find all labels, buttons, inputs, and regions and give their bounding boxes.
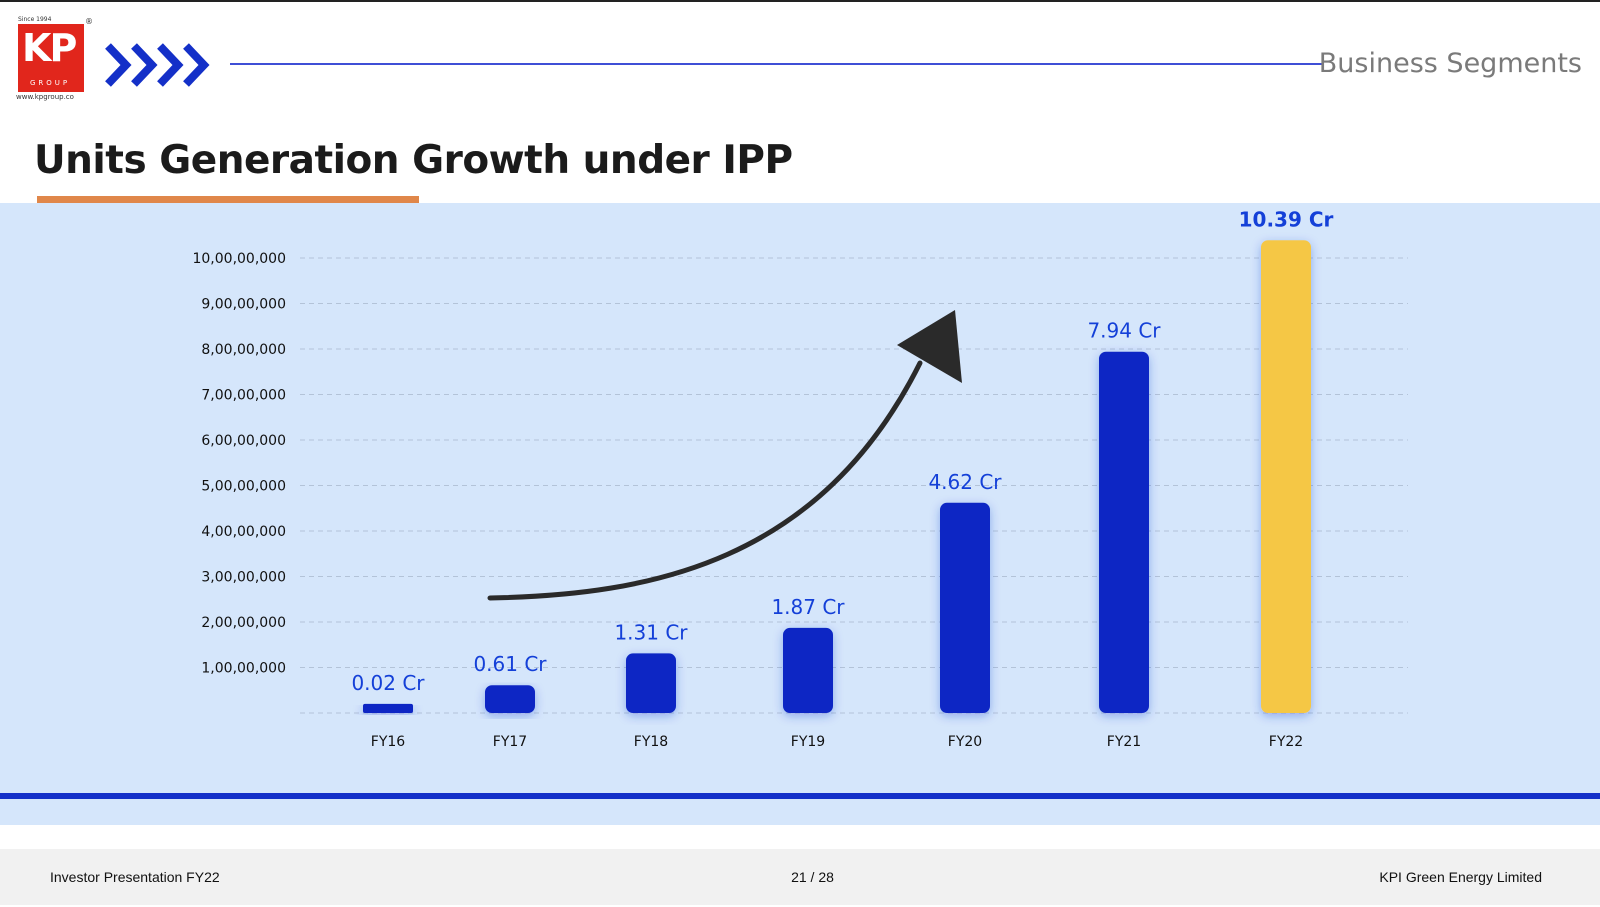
y-tick-label: 9,00,00,000 bbox=[201, 297, 286, 313]
logo-mark: KP bbox=[22, 26, 77, 70]
x-tick-label: FY18 bbox=[634, 734, 668, 750]
data-label: 10.39 Cr bbox=[1239, 207, 1334, 231]
bar-fy16 bbox=[363, 703, 413, 713]
x-tick-label: FY17 bbox=[493, 734, 527, 750]
bar-fy22 bbox=[1261, 240, 1311, 713]
data-label: 0.02 Cr bbox=[351, 671, 425, 695]
growth-arrowhead-icon bbox=[897, 310, 962, 383]
bar-fy21 bbox=[1099, 351, 1149, 713]
logo-website: www.kpgroup.co bbox=[16, 93, 74, 101]
y-tick-label: 8,00,00,000 bbox=[201, 342, 286, 358]
units-generation-chart: 10,00,00,000 9,00,00,000 8,00,00,000 7,00,0… bbox=[192, 207, 1408, 750]
data-label: 0.61 Cr bbox=[473, 652, 547, 676]
data-label: 4.62 Cr bbox=[928, 470, 1002, 494]
footer-company-name: KPI Green Energy Limited bbox=[1379, 869, 1542, 885]
logo-since-text: Since 1994 bbox=[18, 16, 52, 23]
bottom-rule bbox=[0, 793, 1600, 799]
page-number: 21 / 28 bbox=[791, 869, 834, 885]
top-border bbox=[0, 0, 1600, 2]
header-rule bbox=[230, 63, 1322, 65]
logo-group-text: GROUP bbox=[30, 79, 71, 87]
data-label: 7.94 Cr bbox=[1087, 319, 1161, 343]
logo-box: KP GROUP bbox=[18, 24, 84, 92]
growth-arrow-icon bbox=[487, 360, 923, 601]
x-tick-label: FY21 bbox=[1107, 734, 1141, 750]
y-tick-label: 3,00,00,000 bbox=[201, 570, 286, 586]
y-tick-label: 5,00,00,000 bbox=[201, 479, 286, 495]
y-tick-label: 6,00,00,000 bbox=[201, 433, 286, 449]
y-tick-label: 10,00,00,000 bbox=[192, 251, 286, 267]
footer: Investor Presentation FY22 21 / 28 KPI G… bbox=[0, 849, 1600, 905]
chevron-arrows-icon bbox=[105, 43, 210, 87]
x-tick-label: FY20 bbox=[948, 734, 982, 750]
y-tick-label: 2,00,00,000 bbox=[201, 615, 286, 631]
slide-title: Units Generation Growth under IPP bbox=[34, 138, 793, 183]
x-tick-label: FY16 bbox=[371, 734, 406, 750]
x-tick-label: FY22 bbox=[1269, 734, 1303, 750]
registered-mark: ® bbox=[85, 17, 93, 26]
bar-fy20 bbox=[940, 502, 990, 713]
data-label: 1.31 Cr bbox=[614, 620, 688, 644]
title-underline bbox=[37, 196, 419, 203]
company-logo: Since 1994 ® KP GROUP www.kpgroup.co bbox=[16, 16, 93, 101]
y-tick-label: 4,00,00,000 bbox=[201, 524, 286, 540]
data-label: 1.87 Cr bbox=[771, 595, 845, 619]
x-tick-label: FY19 bbox=[791, 734, 825, 750]
y-tick-label: 7,00,00,000 bbox=[201, 388, 286, 404]
y-tick-label: 1,00,00,000 bbox=[201, 661, 286, 677]
bar-fy17 bbox=[485, 685, 535, 713]
section-title: Business Segments bbox=[1318, 48, 1582, 79]
footer-left-text: Investor Presentation FY22 bbox=[50, 869, 220, 885]
bar-fy18 bbox=[626, 653, 676, 713]
bar-fy19 bbox=[783, 627, 833, 713]
